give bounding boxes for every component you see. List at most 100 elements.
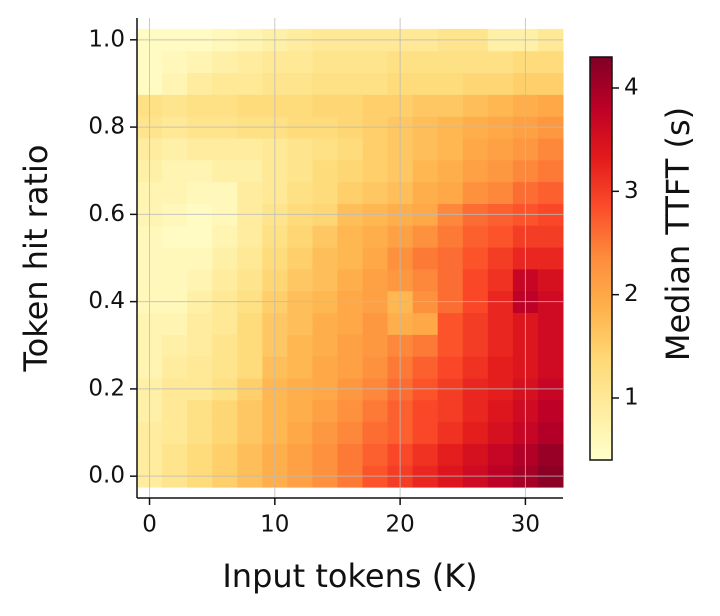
- heatmap-cell: [312, 334, 338, 357]
- heatmap-cell: [337, 443, 364, 466]
- heatmap-cell: [437, 247, 464, 270]
- heatmap-cell: [212, 247, 238, 270]
- heatmap-cell: [362, 181, 389, 204]
- heatmap-cell: [437, 225, 464, 248]
- heatmap-cell: [162, 72, 188, 95]
- y-axis-label: Token hit ratio: [17, 145, 55, 373]
- colorbar: [589, 56, 613, 461]
- heatmap-cell: [487, 312, 514, 335]
- heatmap-cell: [437, 72, 464, 95]
- heatmap-cell: [337, 181, 364, 204]
- heatmap-cell: [462, 443, 489, 466]
- heatmap-cell: [237, 334, 263, 357]
- heatmap-cell: [487, 421, 514, 444]
- heatmap-cell: [537, 356, 564, 379]
- heatmap-cell: [537, 225, 564, 248]
- heatmap-cell: [537, 421, 564, 444]
- heatmap-cell: [187, 50, 213, 74]
- x-tick-label: 20: [385, 512, 414, 538]
- heatmap-cell: [337, 268, 364, 292]
- heatmap-cell: [337, 399, 364, 423]
- heatmap-cell: [287, 72, 313, 95]
- heatmap-cell: [487, 334, 514, 357]
- heatmap-cell: [537, 443, 564, 466]
- heatmap-cell: [437, 181, 464, 204]
- heatmap-cell: [287, 356, 313, 379]
- heatmap-cell: [462, 247, 489, 270]
- heatmap-cell: [312, 72, 338, 95]
- heatmap-cell: [212, 421, 238, 444]
- heatmap-cell: [437, 356, 464, 379]
- heatmap-cell: [362, 72, 389, 95]
- heatmap-cell: [287, 159, 313, 183]
- heatmap-cell: [237, 312, 263, 335]
- heatmap-cell: [437, 50, 464, 74]
- heatmap-cell: [537, 312, 564, 335]
- heatmap-cell: [362, 399, 389, 423]
- heatmap-cell: [362, 225, 389, 248]
- y-tick-label: 0.8: [88, 114, 125, 140]
- heatmap-cell: [187, 356, 213, 379]
- heatmap-cell: [462, 421, 489, 444]
- heatmap-cell: [162, 138, 188, 161]
- heatmap-cell: [287, 138, 313, 161]
- heatmap-cell: [337, 94, 364, 117]
- heatmap-cell: [362, 50, 389, 74]
- heatmap-cell: [337, 312, 364, 335]
- heatmap-cell: [312, 399, 338, 423]
- heatmap-cell: [487, 247, 514, 270]
- heatmap-cell: [537, 94, 564, 117]
- heatmap-cell: [412, 421, 439, 444]
- heatmap-cell: [237, 94, 263, 117]
- heatmap-cell: [212, 181, 238, 204]
- heatmap-cell: [487, 72, 514, 95]
- heatmap-cell: [312, 421, 338, 444]
- heatmap-cell: [187, 138, 213, 161]
- heatmap-cell: [187, 181, 213, 204]
- heatmap-cell: [437, 94, 464, 117]
- heatmap-cell: [362, 356, 389, 379]
- heatmap-cell: [362, 94, 389, 117]
- heatmap-cell: [437, 138, 464, 161]
- heatmap-cell: [162, 225, 188, 248]
- heatmap-cell: [362, 247, 389, 270]
- heatmap-cell: [287, 421, 313, 444]
- colorbar-tick-label: 2: [624, 281, 639, 307]
- heatmap-cell: [212, 356, 238, 379]
- heatmap-cell: [237, 181, 263, 204]
- heatmap-cell: [437, 312, 464, 335]
- colorbar-tick-label: 4: [624, 75, 639, 101]
- heatmap-cell: [187, 72, 213, 95]
- heatmap-cell: [412, 225, 439, 248]
- heatmap-cell: [362, 443, 389, 466]
- heatmap-cell: [337, 334, 364, 357]
- heatmap-cell: [287, 50, 313, 74]
- heatmap-cell: [462, 138, 489, 161]
- heatmap-cell: [462, 94, 489, 117]
- heatmap-cell: [487, 268, 514, 292]
- heatmap-cell: [212, 138, 238, 161]
- heatmap-cell: [287, 94, 313, 117]
- heatmap-cell: [487, 138, 514, 161]
- heatmap-cell: [212, 225, 238, 248]
- heatmap-cell: [162, 247, 188, 270]
- colorbar-tick-label: 1: [624, 385, 639, 411]
- y-tick-label: 0.0: [88, 463, 125, 489]
- heatmap-cell: [362, 312, 389, 335]
- heatmap-cell: [312, 94, 338, 117]
- heatmap-cell: [287, 443, 313, 466]
- heatmap-cell: [337, 356, 364, 379]
- heatmap-cell: [437, 268, 464, 292]
- heatmap-cell: [362, 138, 389, 161]
- heatmap-cell: [412, 268, 439, 292]
- heatmap-cell: [187, 421, 213, 444]
- heatmap-cell: [237, 268, 263, 292]
- heatmap-cell: [412, 72, 439, 95]
- heatmap-cell: [487, 94, 514, 117]
- heatmap-cell: [237, 50, 263, 74]
- heatmap-cell: [462, 312, 489, 335]
- heatmap-cell: [537, 268, 564, 292]
- colorbar-tick-label: 3: [624, 178, 639, 204]
- heatmap-cell: [162, 356, 188, 379]
- heatmap-cell: [437, 399, 464, 423]
